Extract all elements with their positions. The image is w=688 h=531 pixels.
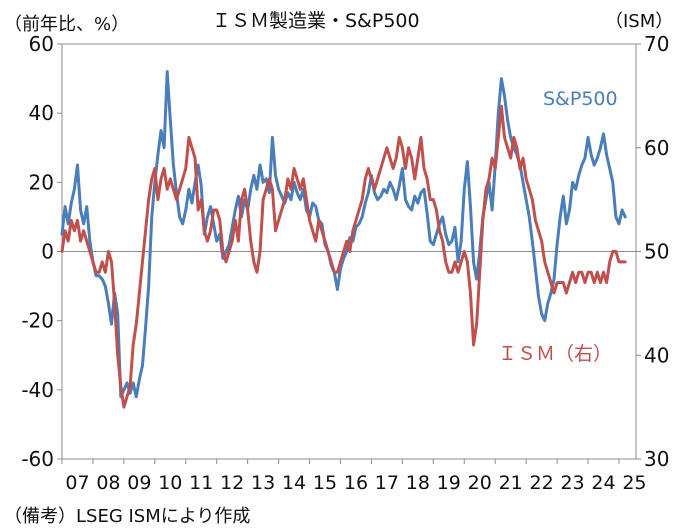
right-tick-label: 40 xyxy=(644,343,669,367)
left-tick-label: 40 xyxy=(29,101,54,125)
sp500-label: S&P500 xyxy=(543,88,618,110)
x-tick-label: 19 xyxy=(437,472,461,494)
x-tick-label: 18 xyxy=(406,472,430,494)
x-tick-label: 10 xyxy=(158,472,182,494)
chart-title: ＩＳＭ製造業・S&P500 xyxy=(212,10,420,32)
x-tick-label: 09 xyxy=(127,472,151,494)
left-tick-label: 60 xyxy=(29,32,54,56)
right-tick-label: 50 xyxy=(644,240,669,264)
x-tick-label: 12 xyxy=(220,472,244,494)
x-tick-label: 20 xyxy=(468,472,492,494)
series-layer xyxy=(60,70,627,409)
right-axis: 30 40 50 60 70 xyxy=(636,32,669,471)
right-tick-label: 30 xyxy=(644,447,669,471)
x-tick-label: 24 xyxy=(591,472,615,494)
right-tick-label: 70 xyxy=(644,32,669,56)
left-tick-label: -40 xyxy=(21,378,54,402)
left-tick-label: -20 xyxy=(21,309,54,333)
x-tick-label: 17 xyxy=(375,472,399,494)
right-axis-unit: （ISM） xyxy=(605,11,673,32)
x-tick-label: 15 xyxy=(313,472,337,494)
x-tick-label: 21 xyxy=(499,472,523,494)
x-tick-label: 14 xyxy=(282,472,306,494)
x-tick-label: 22 xyxy=(530,472,554,494)
right-tick-label: 60 xyxy=(644,136,669,160)
left-tick-label: 20 xyxy=(29,170,54,194)
ism-line xyxy=(60,104,627,409)
left-tick-label: -60 xyxy=(21,447,54,471)
x-tick-label: 07 xyxy=(65,472,89,494)
ism-label: ＩＳＭ（右） xyxy=(498,343,612,365)
left-axis: -60 -40 -20 0 20 40 60 xyxy=(21,32,62,471)
left-axis-unit: （前年比、%） xyxy=(4,14,129,35)
left-tick-label: 0 xyxy=(41,240,54,264)
x-tick-label: 25 xyxy=(622,472,646,494)
x-tick-label: 08 xyxy=(96,472,120,494)
source-note: （備考）LSEG ISMにより作成 xyxy=(4,506,250,527)
x-tick-label: 13 xyxy=(251,472,275,494)
x-axis: 07 08 09 10 11 12 13 14 15 16 17 18 19 20 21 22 23 24 25 xyxy=(61,459,647,494)
x-tick-label: 23 xyxy=(560,472,584,494)
x-tick-label: 16 xyxy=(344,472,368,494)
x-tick-label: 11 xyxy=(189,472,213,494)
